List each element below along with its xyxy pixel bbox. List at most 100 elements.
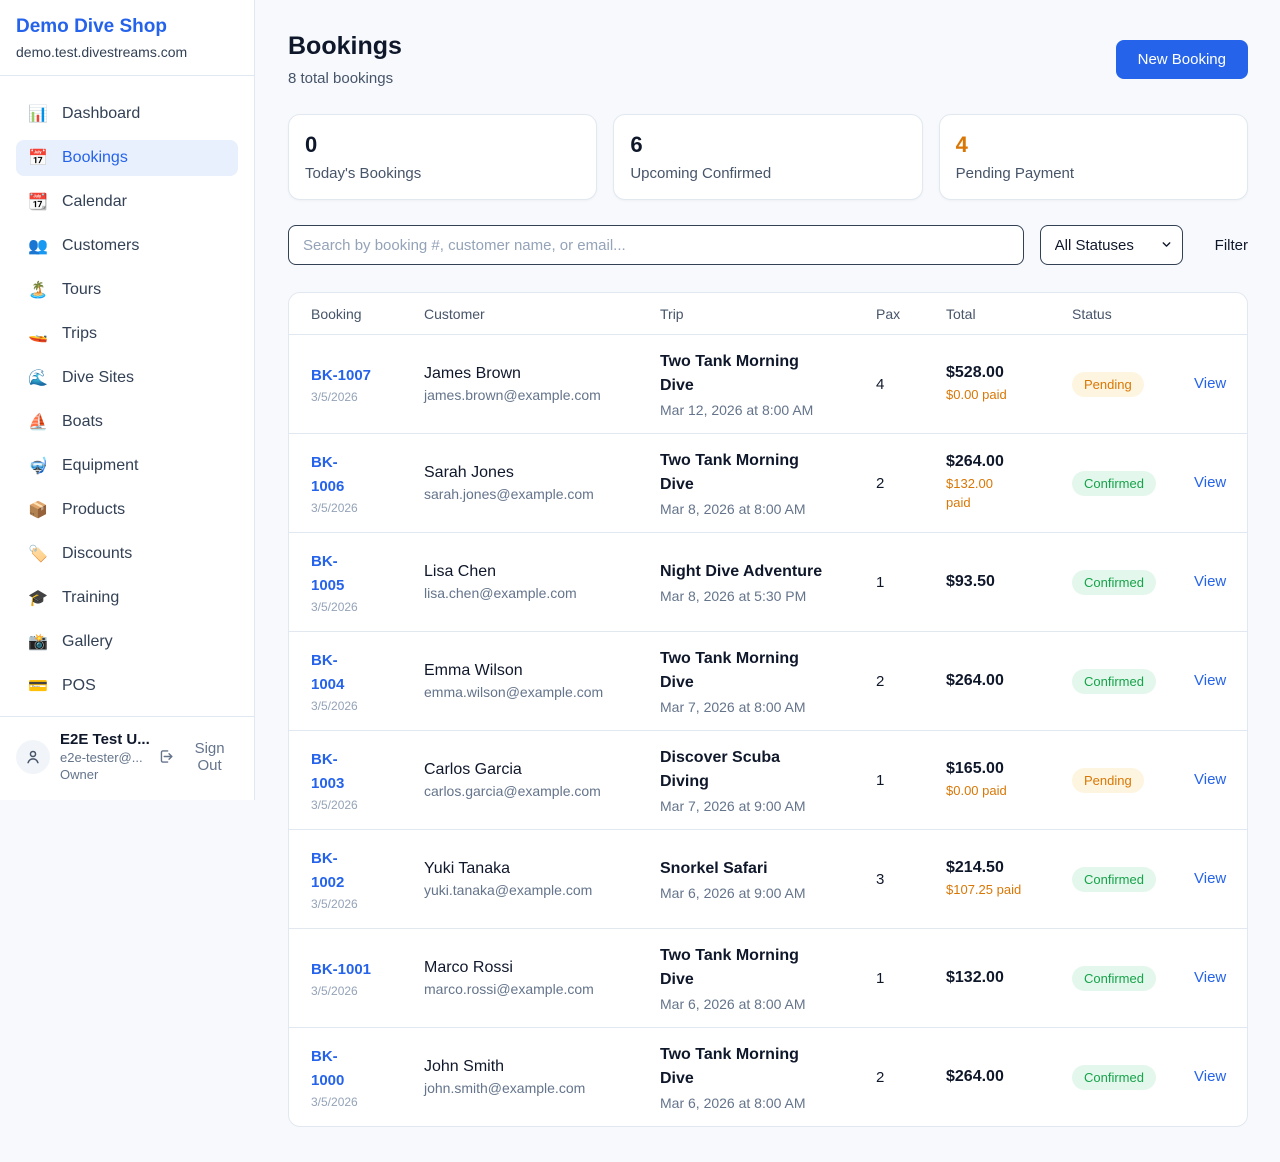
view-link[interactable]: View (1194, 375, 1227, 392)
status-badge: Pending (1072, 371, 1144, 397)
customer-cell: Yuki Tanaka yuki.tanaka@example.com (424, 860, 660, 898)
sidebar-item-dive-sites[interactable]: 🌊 Dive Sites (16, 360, 238, 396)
view-link[interactable]: View (1194, 672, 1227, 689)
user-footer: E2E Test U... e2e-tester@... Owner Sign … (0, 716, 254, 800)
booking-id-link[interactable]: BK- 1004 (311, 652, 345, 693)
customer-cell: Sarah Jones sarah.jones@example.com (424, 464, 660, 502)
speedboat-icon: 🚤 (28, 326, 48, 343)
booking-date: 3/5/2026 (311, 797, 358, 812)
people-icon: 👥 (28, 238, 48, 255)
booking-cell: BK- 1004 3/5/2026 (311, 649, 424, 713)
status-cell: Pending (1072, 767, 1194, 793)
customer-email: sarah.jones@example.com (424, 486, 594, 502)
sidebar-item-tours[interactable]: 🏝️ Tours (16, 272, 238, 308)
sidebar-item-gallery[interactable]: 📸 Gallery (16, 624, 238, 660)
trip-datetime: Mar 8, 2026 at 8:00 AM (660, 501, 806, 517)
sidebar-nav: 📊 Dashboard 📅 Bookings 📆 Calendar 👥 Customers 🏝️… (0, 76, 254, 716)
stat-value: 4 (955, 132, 968, 157)
total-amount: $264.00 (946, 1068, 1004, 1085)
sidebar-item-dashboard[interactable]: 📊 Dashboard (16, 96, 238, 132)
trip-datetime: Mar 7, 2026 at 8:00 AM (660, 699, 806, 715)
sidebar-item-boats[interactable]: ⛵ Boats (16, 404, 238, 440)
total-amount: $132.00 (946, 969, 1004, 986)
sidebar-item-equipment[interactable]: 🤿 Equipment (16, 448, 238, 484)
sidebar-item-label: Boats (62, 413, 103, 430)
shop-domain: demo.test.divestreams.com (16, 44, 188, 60)
booking-cell: BK- 1000 3/5/2026 (311, 1045, 424, 1109)
sidebar-item-customers[interactable]: 👥 Customers (16, 228, 238, 264)
avatar (16, 739, 50, 774)
bar-chart-icon: 📊 (28, 106, 48, 123)
new-booking-button[interactable]: New Booking (1115, 40, 1248, 79)
status-select[interactable]: All Statuses (1039, 225, 1183, 265)
sidebar-item-label: Training (62, 589, 120, 606)
calendar-icon: 📅 (28, 150, 48, 167)
booking-date: 3/5/2026 (311, 500, 358, 515)
pax-value: 3 (876, 870, 885, 888)
sidebar-item-trips[interactable]: 🚤 Trips (16, 316, 238, 352)
sidebar-item-label: POS (62, 677, 96, 694)
sidebar-item-pos[interactable]: 💳 POS (16, 668, 238, 704)
sidebar-item-bookings[interactable]: 📅 Bookings (16, 140, 238, 176)
table-row: BK- 1006 3/5/2026 Sarah Jones sarah.jones@e… (289, 433, 1247, 532)
sidebar-item-calendar[interactable]: 📆 Calendar (16, 184, 238, 220)
booking-id-link[interactable]: BK-1001 (311, 960, 372, 978)
page-header: Bookings 8 total bookings New Booking (288, 32, 1248, 87)
sidebar: Demo Dive Shop demo.test.divestreams.com… (0, 0, 255, 800)
trip-datetime: Mar 8, 2026 at 5:30 PM (660, 588, 807, 604)
wave-icon: 🌊 (28, 370, 48, 387)
view-link[interactable]: View (1194, 870, 1227, 887)
search-input[interactable] (288, 225, 1024, 265)
table-row: BK- 1005 3/5/2026 Lisa Chen lisa.chen@examp… (289, 532, 1247, 631)
total-amount: $528.00 (946, 363, 1004, 381)
trip-datetime: Mar 6, 2026 at 8:00 AM (660, 1095, 806, 1111)
booking-id-link[interactable]: BK- 1003 (311, 751, 345, 792)
column-header-pax: Pax (876, 305, 901, 322)
booking-id-link[interactable]: BK- 1005 (311, 553, 345, 594)
booking-date: 3/5/2026 (311, 599, 358, 614)
sign-out-button[interactable]: Sign Out (158, 740, 238, 774)
sidebar-item-label: Dive Sites (62, 369, 135, 386)
view-link[interactable]: View (1194, 771, 1227, 788)
paid-amount: $0.00 paid (946, 782, 1007, 798)
sidebar-item-label: Products (62, 501, 126, 518)
sidebar-item-discounts[interactable]: 🏷️ Discounts (16, 536, 238, 572)
view-link[interactable]: View (1194, 969, 1227, 986)
pax-value: 4 (876, 375, 885, 393)
booking-cell: BK- 1005 3/5/2026 (311, 550, 424, 614)
customer-name: John Smith (424, 1058, 505, 1075)
column-header-trip: Trip (660, 305, 684, 322)
customer-cell: Lisa Chen lisa.chen@example.com (424, 563, 660, 601)
trip-name: Two Tank Morning Dive (660, 1046, 799, 1087)
table-header-row: Booking Customer Trip Pax Total Status (289, 293, 1247, 334)
booking-id-link[interactable]: BK- 1000 (311, 1048, 345, 1089)
filter-button[interactable]: Filter (1214, 236, 1248, 254)
booking-id-link[interactable]: BK- 1002 (311, 850, 345, 891)
sidebar-item-products[interactable]: 📦 Products (16, 492, 238, 528)
actions-cell: View (1194, 474, 1226, 492)
view-link[interactable]: View (1194, 1068, 1227, 1085)
booking-id-link[interactable]: BK- 1006 (311, 454, 345, 495)
table-body: BK-1007 3/5/2026 James Brown james.brown@ex… (289, 334, 1247, 1126)
user-email: e2e-tester@... (60, 750, 143, 765)
stats-row: 0 Today's Bookings 6 Upcoming Confirmed 4 Pen… (288, 114, 1248, 200)
trip-cell: Two Tank Morning Dive Mar 6, 2026 at 8:00… (660, 944, 876, 1012)
trip-datetime: Mar 7, 2026 at 9:00 AM (660, 798, 806, 814)
graduation-cap-icon: 🎓 (28, 590, 48, 607)
status-badge: Confirmed (1072, 569, 1156, 595)
sidebar-item-label: Trips (62, 325, 97, 342)
filter-row: All Statuses Filter (288, 225, 1248, 265)
trip-name: Night Dive Adventure (660, 563, 823, 580)
credit-card-icon: 💳 (28, 678, 48, 695)
trip-cell: Discover Scuba Diving Mar 7, 2026 at 9:00… (660, 746, 876, 814)
status-cell: Pending (1072, 371, 1194, 397)
view-link[interactable]: View (1194, 573, 1227, 590)
total-amount: $214.50 (946, 858, 1004, 876)
sign-out-icon (160, 750, 173, 763)
booking-id-link[interactable]: BK-1007 (311, 366, 372, 384)
actions-cell: View (1194, 870, 1226, 888)
view-link[interactable]: View (1194, 474, 1227, 491)
status-badge: Confirmed (1072, 1064, 1156, 1090)
sidebar-item-training[interactable]: 🎓 Training (16, 580, 238, 616)
total-cell: $528.00 $0.00 paid (946, 364, 1072, 405)
